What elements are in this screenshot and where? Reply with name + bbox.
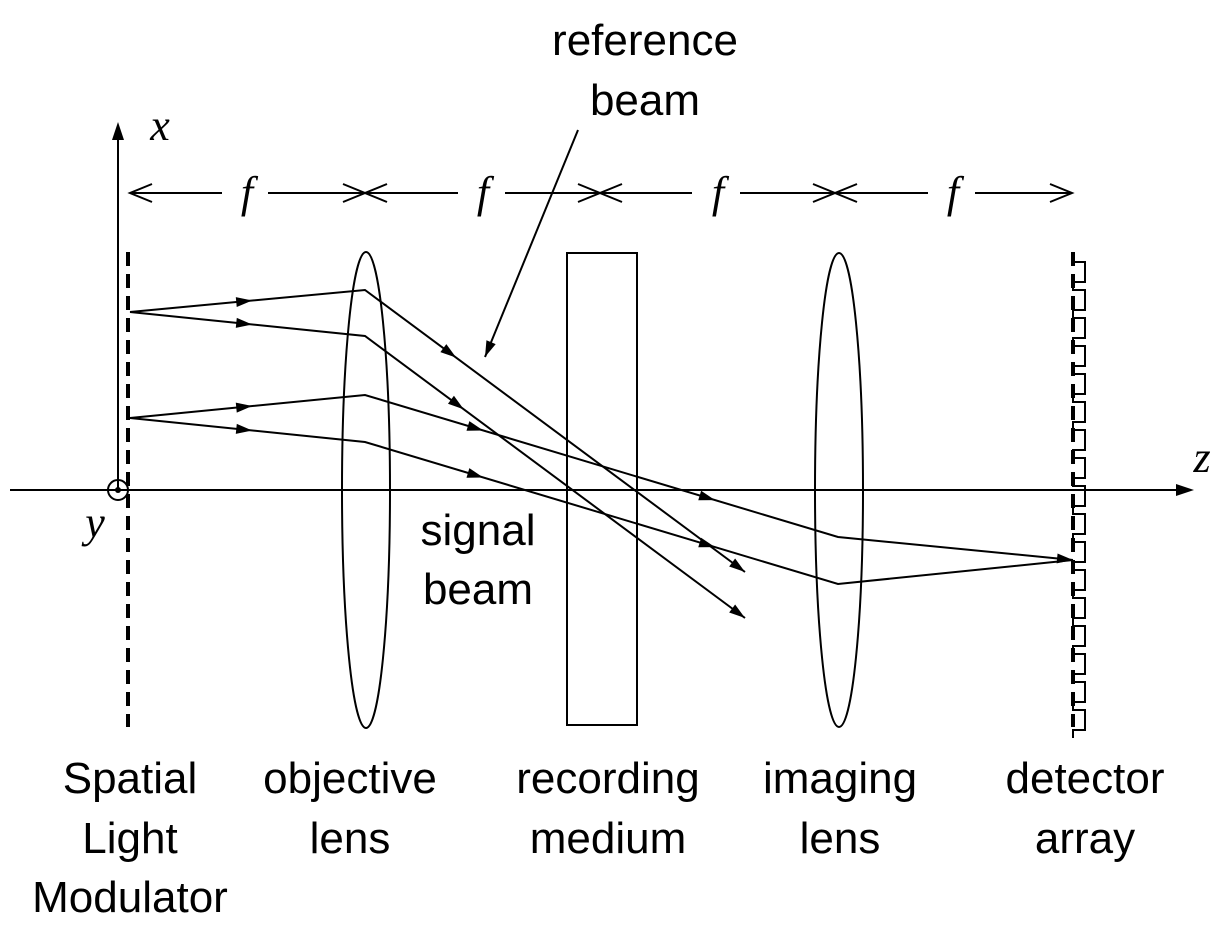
recording-medium (566, 252, 638, 726)
component-label: detector (1006, 754, 1165, 803)
axis-label: z (1192, 433, 1210, 482)
imaging-lens (814, 252, 864, 728)
arrowhead (112, 122, 124, 140)
component-label: array (1035, 814, 1135, 863)
component-label: recording (516, 754, 699, 803)
arrowhead (698, 537, 716, 548)
focal-length: f (477, 168, 495, 217)
component-label: Modulator (32, 873, 228, 922)
arrowhead (729, 604, 745, 618)
axis-label: x (149, 101, 170, 150)
dimension-head (127, 183, 153, 203)
beam-label: beam (590, 76, 700, 125)
focal-length: f (241, 168, 259, 217)
focal-length: f (712, 168, 730, 217)
ray (129, 393, 1074, 561)
arrowhead (235, 297, 253, 308)
objective-lens (341, 251, 391, 729)
arrowhead (466, 468, 484, 478)
y-axis-dot (115, 487, 121, 493)
arrowhead (1176, 484, 1194, 496)
beam-label: reference (552, 16, 738, 65)
pointer (484, 129, 579, 358)
ray (129, 311, 746, 619)
arrowhead (466, 421, 484, 431)
ray (129, 288, 746, 573)
component-label: Spatial (63, 754, 198, 803)
component-label: medium (530, 814, 687, 863)
y-axis-symbol (107, 479, 129, 501)
component-label: lens (310, 814, 391, 863)
component-label: imaging (763, 754, 917, 803)
component-label: Light (82, 814, 177, 863)
arrowhead (235, 423, 253, 434)
dimension-head (597, 183, 623, 203)
component-label: lens (800, 814, 881, 863)
optics (10, 122, 1194, 738)
arrowhead (235, 317, 253, 328)
arrowhead (729, 558, 745, 572)
detector-pixels (1072, 261, 1086, 738)
beam-label: signal (421, 506, 536, 555)
beam-label: beam (423, 565, 533, 614)
dimension-head (1049, 183, 1075, 203)
component-label: objective (263, 754, 437, 803)
arrowhead (485, 340, 496, 357)
dimension-head (832, 183, 858, 203)
ray (129, 417, 1074, 586)
arrowhead (440, 344, 457, 358)
arrowhead (235, 402, 253, 413)
arrowhead (447, 395, 464, 410)
focal-length: f (947, 168, 965, 217)
axis-label: y (81, 498, 105, 547)
arrowhead (698, 490, 716, 501)
dimension-head (362, 183, 388, 203)
